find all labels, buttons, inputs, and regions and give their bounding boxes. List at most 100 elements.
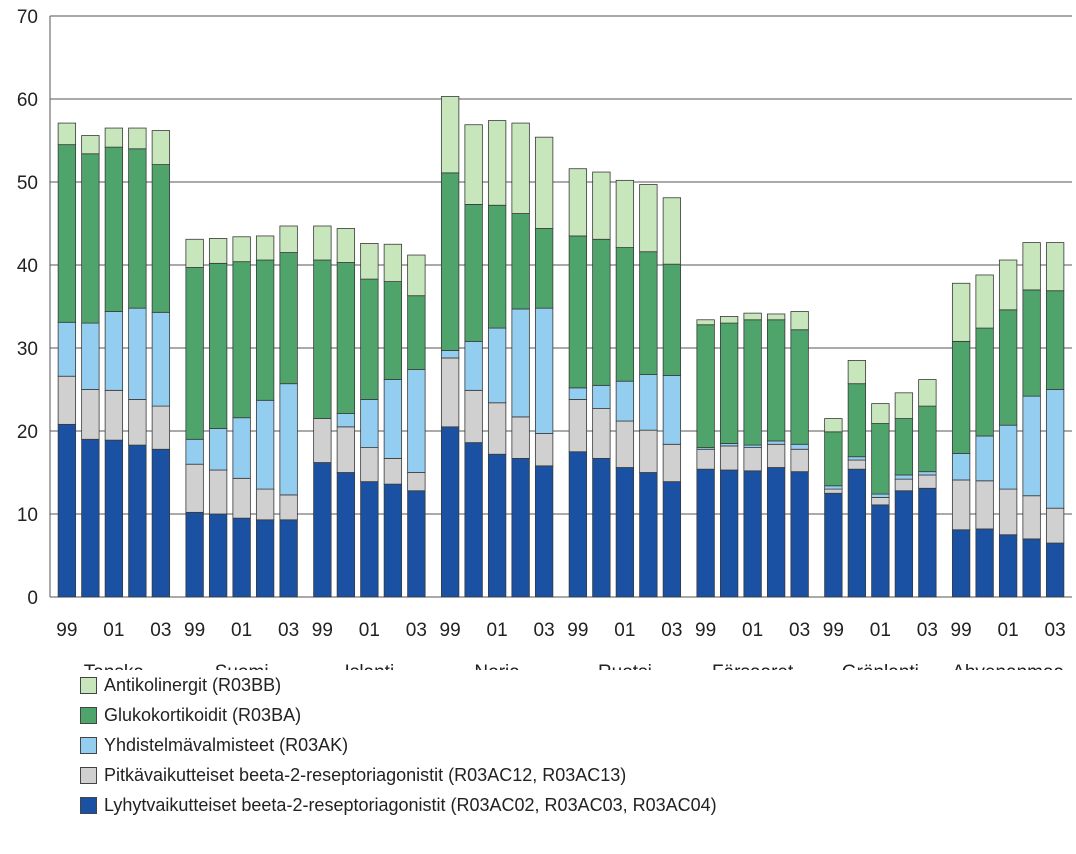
bar-segment (951, 340, 971, 454)
bar-segment (790, 329, 809, 445)
bar-segment (847, 468, 867, 598)
bar-segment (639, 429, 658, 473)
x-tick-label: 03 (150, 620, 171, 641)
bar-segment (998, 424, 1018, 490)
bar-segment (440, 172, 460, 351)
x-tick-label: 03 (1045, 620, 1066, 641)
bar-segment (383, 457, 403, 485)
legend-label: Lyhytvaikutteiset beeta-2-reseptoriagoni… (104, 794, 717, 815)
bar-segment (313, 259, 332, 419)
bar-segment (696, 448, 715, 470)
legend-item-pitkavaikutteiset: Pitkävaikutteiset beeta-2-reseptoriagoni… (80, 760, 980, 790)
bar-segment (696, 324, 715, 449)
bar-segment (743, 319, 762, 446)
bar-segment (894, 474, 914, 480)
bar-segment (918, 487, 937, 598)
bar-segment (511, 122, 530, 214)
bar-segment (534, 136, 554, 229)
bar-segment (81, 153, 100, 324)
bar-segment (766, 313, 786, 321)
bar-segment (255, 519, 275, 598)
bar-segment (279, 519, 298, 598)
x-tick-label: 01 (231, 620, 252, 641)
bar-segment (790, 471, 809, 598)
x-tick-label: 99 (567, 620, 588, 641)
x-tick-label: 01 (614, 620, 635, 641)
x-tick-label: 01 (359, 620, 380, 641)
bar-segment (511, 457, 530, 598)
bar-segment (918, 379, 937, 407)
bar-segment (951, 529, 971, 598)
bar-segment (790, 448, 809, 473)
bar-segment (128, 399, 147, 446)
bar-segment (894, 418, 914, 476)
bar-segment (487, 120, 507, 206)
bars (57, 96, 1065, 598)
bar-segment (104, 146, 124, 312)
bar-segment (975, 480, 994, 530)
bar-segment (639, 472, 658, 598)
bar-segment (81, 322, 100, 390)
bar-segment (57, 122, 77, 146)
bar-segment (824, 488, 843, 494)
bar-segment (464, 442, 483, 598)
bar-segment (255, 399, 275, 490)
bar-segment (255, 259, 275, 401)
x-tick-label: 99 (440, 620, 461, 641)
bar-segment (407, 472, 426, 492)
bar-segment (662, 197, 682, 265)
y-tick-label: 60 (17, 90, 38, 111)
bar-segment (407, 254, 426, 297)
y-tick-label: 50 (17, 173, 38, 194)
legend-label: Yhdistelmävalmisteet (R03AK) (104, 734, 349, 755)
legend-label: Antikolinergit (R03BB) (104, 674, 282, 695)
y-tick-label: 40 (17, 256, 38, 277)
bar-segment (766, 440, 786, 445)
bar-segment (81, 389, 100, 440)
bar-segment (464, 204, 483, 342)
bar-segment (592, 171, 611, 240)
bar-segment (847, 360, 867, 385)
x-tick-label: 99 (951, 620, 972, 641)
bar-segment (743, 447, 762, 472)
y-tick-label: 0 (27, 588, 38, 609)
bar-segment (568, 451, 588, 598)
bar-segment (894, 490, 914, 598)
bar-segment (81, 135, 100, 155)
bar-segment (719, 445, 739, 471)
bar-segment (639, 374, 658, 431)
bar-segment (383, 483, 403, 598)
bar-segment (824, 485, 843, 490)
bar-segment (104, 389, 124, 441)
x-tick-label: 03 (661, 620, 682, 641)
bar-segment (511, 213, 530, 310)
bar-segment (568, 235, 588, 389)
bar-segment (440, 96, 460, 174)
bar-segment (464, 124, 483, 205)
bar-segment (918, 474, 937, 489)
bar-segment (615, 420, 635, 468)
bar-segment (592, 384, 611, 409)
bar-segment (824, 431, 843, 487)
bar-segment (487, 453, 507, 598)
bar-segment (1045, 507, 1065, 544)
bar-segment (57, 321, 77, 377)
bar-segment (407, 490, 426, 598)
bar-segment (592, 457, 611, 598)
bar-segment (615, 179, 635, 248)
bar-segment (894, 392, 914, 419)
x-tick-label: 03 (278, 620, 299, 641)
bar-segment (894, 478, 914, 492)
y-tick-label: 20 (17, 422, 38, 443)
bar-segment (766, 443, 786, 468)
x-tick-label: 99 (695, 620, 716, 641)
bar-segment (279, 225, 298, 253)
bar-segment (360, 447, 379, 483)
bar-segment (232, 517, 251, 598)
bar-segment (511, 416, 530, 459)
bar-segment (592, 238, 611, 386)
bar-segment (487, 327, 507, 404)
bar-segment (696, 319, 715, 326)
bar-segment (662, 481, 682, 598)
